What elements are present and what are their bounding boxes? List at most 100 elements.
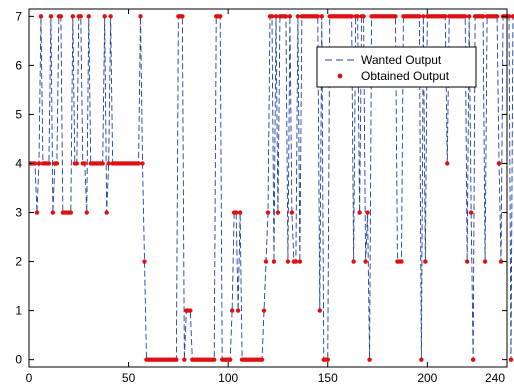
obtained-output-point [237, 210, 243, 215]
obtained-output-point [58, 14, 64, 19]
obtained-output-point [182, 357, 187, 362]
obtained-output-point [349, 14, 354, 19]
obtained-output-point [325, 357, 330, 362]
obtained-output-point [34, 210, 40, 215]
obtained-output-point [423, 259, 428, 264]
obtained-output-point [136, 161, 141, 166]
obtained-output-point [393, 14, 398, 19]
obtained-output-point [297, 259, 303, 264]
obtained-output-point [138, 14, 143, 19]
obtained-output-point [445, 161, 450, 166]
obtained-output-point [443, 14, 448, 19]
obtained-output-point [82, 161, 87, 166]
obtained-output-point [86, 14, 91, 19]
obtained-output-point [106, 161, 111, 166]
obtained-output-point [317, 308, 322, 313]
obtained-output-point [142, 259, 147, 264]
plot-area [28, 14, 514, 362]
legend-wanted-label: Wanted Output [361, 53, 442, 67]
obtained-output-point [293, 259, 299, 264]
obtained-output-point [70, 14, 76, 19]
obtained-output-point [470, 357, 476, 362]
series-obtained-output [28, 14, 514, 362]
legend-obtained-label: Obtained Output [361, 69, 450, 83]
obtained-output-point [54, 161, 60, 166]
obtained-output-point [367, 357, 372, 362]
obtained-output-point [38, 14, 44, 19]
obtained-output-point [32, 161, 38, 166]
obtained-output-point [102, 14, 107, 19]
obtained-output-point [464, 259, 470, 264]
obtained-output-point [233, 210, 239, 215]
obtained-output-point [361, 14, 366, 19]
obtained-output-point [419, 357, 424, 362]
obtained-output-point [295, 14, 301, 19]
obtained-output-point [180, 14, 185, 19]
y-tick-label: 6 [15, 58, 22, 72]
obtained-output-point [212, 357, 217, 362]
obtained-output-point [84, 210, 89, 215]
obtained-output-point [496, 161, 502, 166]
obtained-output-point [319, 14, 324, 19]
obtained-output-point [74, 161, 80, 166]
obtained-output-point [68, 210, 74, 215]
y-tick-label: 2 [15, 255, 22, 269]
obtained-output-point [265, 210, 271, 215]
obtained-output-point [365, 210, 370, 215]
obtained-output-point [78, 14, 83, 19]
obtained-output-point [466, 14, 472, 19]
obtained-output-point [259, 357, 265, 362]
obtained-output-point [263, 259, 269, 264]
x-tick-label: 50 [122, 371, 136, 385]
obtained-output-point [498, 259, 504, 264]
axes-frame [28, 8, 508, 368]
y-tick-label: 1 [15, 304, 22, 318]
obtained-output-point [100, 161, 105, 166]
obtained-output-point [261, 308, 267, 313]
obtained-output-point [417, 14, 422, 19]
obtained-output-point [227, 357, 233, 362]
x-tick-label: 200 [417, 371, 437, 385]
obtained-output-point [36, 161, 42, 166]
obtained-output-point [468, 210, 474, 215]
obtained-output-point [48, 14, 54, 19]
obtained-output-point [506, 14, 512, 19]
y-axis: 0 1 2 3 4 5 6 7 [15, 9, 507, 367]
obtained-output-point [287, 14, 293, 19]
obtained-output-point [235, 308, 241, 313]
obtained-output-point [363, 259, 368, 264]
obtained-output-point [482, 259, 488, 264]
obtained-output-point [140, 161, 145, 166]
obtained-output-point [399, 259, 404, 264]
x-tick-label: 150 [318, 371, 338, 385]
obtained-output-point [351, 259, 356, 264]
legend-box [316, 46, 477, 88]
obtained-output-point [108, 14, 113, 19]
obtained-output-point [494, 14, 500, 19]
obtained-output-point [269, 14, 275, 19]
obtained-output-point [355, 14, 360, 19]
obtained-output-point [462, 14, 468, 19]
legend: Wanted Output Obtained Output [316, 46, 477, 88]
obtained-output-point [188, 308, 193, 313]
x-tick-label: 100 [218, 371, 238, 385]
obtained-output-point [285, 259, 291, 264]
obtained-output-point [357, 210, 362, 215]
y-tick-label: 5 [15, 107, 22, 121]
obtained-output-point [271, 259, 277, 264]
y-tick-label: 7 [15, 9, 22, 23]
obtained-output-point [275, 210, 281, 215]
legend-obtained-dot [337, 73, 343, 79]
y-tick-label: 3 [15, 206, 22, 220]
obtained-output-point [174, 357, 179, 362]
obtained-output-point [508, 357, 514, 362]
x-tick-label: 0 [26, 371, 33, 385]
obtained-output-point [218, 14, 223, 19]
obtained-output-point [289, 210, 295, 215]
obtained-output-point [421, 14, 426, 19]
y-tick-label: 0 [15, 353, 22, 367]
obtained-output-point [283, 14, 289, 19]
obtained-output-point [315, 14, 320, 19]
obtained-output-point [46, 161, 52, 166]
